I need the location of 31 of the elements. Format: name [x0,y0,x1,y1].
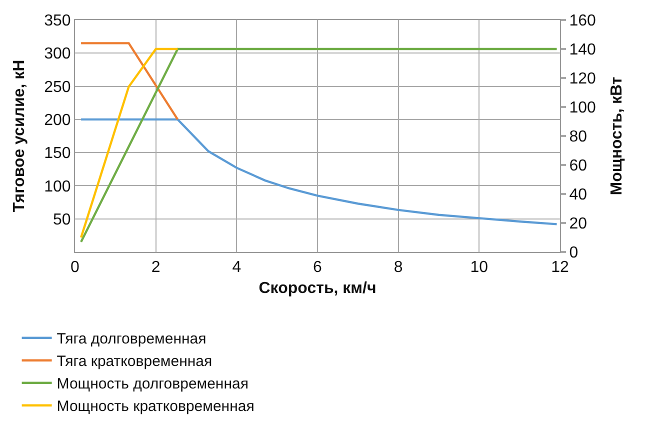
legend-label: Мощность долговременная [56,376,248,393]
y2-tick-label: 160 [569,12,596,30]
x-tick-label: 2 [151,259,160,276]
y2-tick-label: 100 [569,100,596,117]
x-tick-label: 4 [232,259,242,276]
y-axis-title: Тяговое усилие, кН [10,60,28,212]
y2-tick-label: 120 [569,70,596,88]
y-tick-label: 150 [44,145,71,162]
y2-tick-label: 140 [569,42,596,59]
y2-tick-label: 40 [569,186,588,204]
legend-label: Тяга кратковременная [56,353,212,370]
x-tick-label: 12 [551,259,569,276]
y-tick-label: 100 [44,178,71,196]
x-tick-label: 0 [70,259,80,276]
y-tick-label: 250 [44,78,71,96]
x-tick-label: 8 [394,259,403,276]
y-tick-label: 350 [44,12,71,30]
y-tick-label: 50 [53,211,71,228]
y2-axis-title: Мощность, кВт [608,76,626,196]
y2-tick-label: 0 [569,244,578,262]
y-tick-label: 300 [44,46,71,63]
x-axis-title: Скорость, км/ч [258,280,376,297]
y2-tick-label: 20 [569,216,588,233]
y2-tick-label: 80 [569,128,588,146]
x-tick-label: 10 [470,259,488,276]
line-series [80,118,558,226]
legend-label: Тяга долговременная [56,330,206,348]
legend-label: Мощность кратковременная [56,398,254,416]
y2-tick-label: 60 [569,158,588,175]
y-tick-label: 200 [44,112,71,130]
x-tick-label: 6 [313,259,322,276]
